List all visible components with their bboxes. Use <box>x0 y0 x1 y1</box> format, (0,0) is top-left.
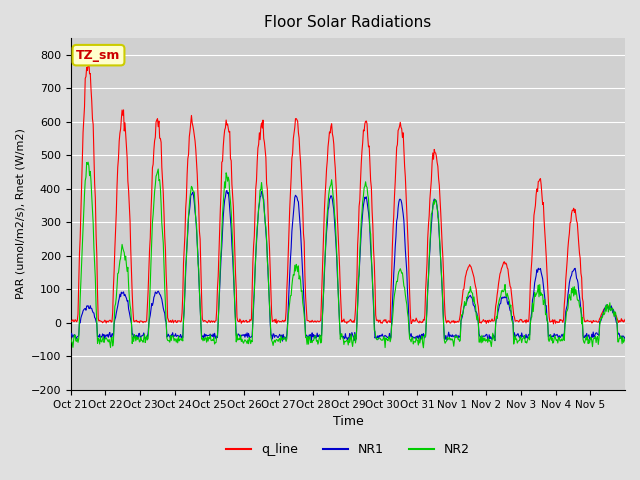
q_line <box>262 155 269 160</box>
Y-axis label: PAR (umol/m2/s), Rnet (W/m2): PAR (umol/m2/s), Rnet (W/m2) <box>15 129 25 300</box>
q_line <box>550 321 557 327</box>
NR1 <box>406 333 414 338</box>
q_line <box>406 292 413 298</box>
q_line <box>235 318 243 324</box>
Text: TZ_sm: TZ_sm <box>76 48 121 61</box>
q_line <box>437 210 445 216</box>
NR2 <box>132 334 140 339</box>
NR1 <box>283 332 291 337</box>
Legend: q_line, NR1, NR2: q_line, NR1, NR2 <box>221 438 475 461</box>
Title: Floor Solar Radiations: Floor Solar Radiations <box>264 15 431 30</box>
q_line <box>67 318 75 324</box>
q_line <box>283 287 291 293</box>
NR2 <box>283 336 291 342</box>
q_line <box>85 60 93 65</box>
NR2 <box>438 271 445 277</box>
NR1 <box>308 338 316 344</box>
X-axis label: Time: Time <box>333 415 364 428</box>
Line: NR1: NR1 <box>71 191 625 341</box>
NR2 <box>262 224 269 230</box>
NR2 <box>621 336 629 342</box>
q_line <box>621 317 629 323</box>
NR2 <box>406 336 413 342</box>
NR1 <box>132 335 140 340</box>
NR2 <box>67 336 75 341</box>
NR1 <box>223 188 230 193</box>
NR2 <box>84 159 92 165</box>
NR2 <box>235 336 243 342</box>
Line: NR2: NR2 <box>71 162 625 348</box>
q_line <box>132 317 140 323</box>
NR1 <box>621 336 629 342</box>
NR1 <box>235 331 243 337</box>
NR2 <box>420 345 428 351</box>
Line: q_line: q_line <box>71 62 625 324</box>
NR1 <box>67 335 75 340</box>
NR1 <box>262 227 269 233</box>
NR1 <box>438 273 445 278</box>
